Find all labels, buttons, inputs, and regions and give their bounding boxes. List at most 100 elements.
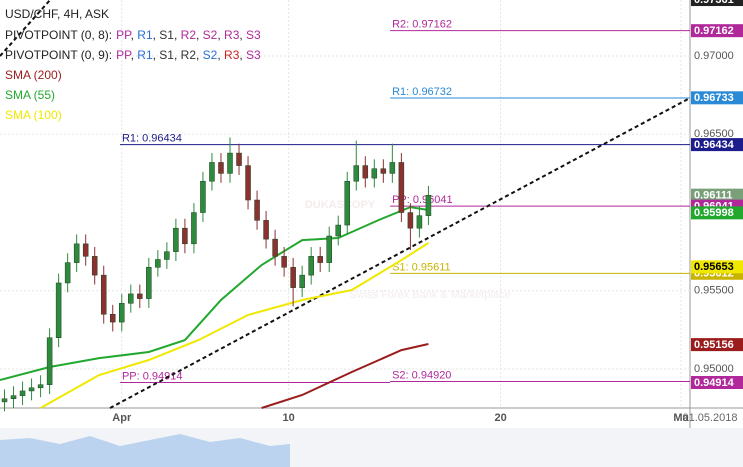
legend-sep: , (239, 28, 246, 42)
price-tag-label: 0.96111 (694, 190, 733, 202)
sma-line (261, 343, 429, 409)
candle-body (109, 314, 116, 323)
pivot-label: R1: 0.96434 (122, 133, 182, 145)
price-tag-label: 0.94914 (694, 377, 735, 389)
legend-sep: , (174, 48, 181, 62)
legend-sep: , (131, 28, 138, 42)
legend-item: S1 (159, 48, 174, 62)
candle-body (308, 256, 314, 276)
price-tag (691, 91, 743, 105)
price-tag-label: 0.95998 (694, 207, 734, 219)
candle-body (137, 293, 143, 299)
candle-body (317, 256, 323, 263)
legend-sep: , (153, 48, 160, 62)
legend-item: S2 (203, 28, 218, 42)
candle-body (344, 180, 351, 226)
candle-body (146, 267, 152, 299)
price-tag (691, 260, 743, 274)
price-tag (691, 375, 743, 389)
legend-item: S3 (246, 28, 261, 42)
candle-body (55, 282, 62, 338)
candle-body (371, 168, 378, 179)
pivot-label: PP: 0.94914 (122, 370, 183, 382)
legend-item: S1 (159, 28, 174, 42)
trendline (109, 97, 691, 409)
price-tag (691, 0, 743, 7)
sma-line (0, 206, 429, 381)
legend-sep: , (217, 48, 224, 62)
candle-body (326, 235, 332, 263)
price-tag (691, 138, 743, 152)
legend-sep: , (174, 28, 181, 42)
candle-body (263, 220, 269, 240)
legend-label: PIVOTPOINT (0, 9): (5, 48, 112, 62)
price-tag-label: 0.97361 (694, 0, 734, 6)
x-tick-label: 20 (494, 412, 506, 424)
candle-body (227, 152, 233, 174)
watermark: DUKASCOPY (305, 199, 376, 211)
pivot-label: R1: 0.96732 (392, 86, 452, 98)
candle-body (128, 293, 134, 304)
candle-body (173, 227, 179, 252)
legend-item: R1 (137, 48, 153, 62)
candle-body (353, 165, 360, 182)
legend-sep: , (239, 48, 246, 62)
candle-body (200, 180, 206, 213)
legend-sep: , (131, 48, 138, 62)
candle-body (380, 168, 387, 174)
watermark-sub: Swiss Forex Bank & Marketplace (349, 289, 510, 301)
candle-body (218, 162, 224, 174)
candle-body (236, 152, 242, 166)
candle-body (182, 227, 188, 245)
pivot-label: PP: 0.96041 (392, 194, 453, 206)
legend-entry: SMA (200) (5, 68, 62, 82)
candle-body (28, 387, 35, 392)
trendline (0, 0, 51, 57)
price-tag (691, 188, 743, 202)
y-tick-label: 0.97000 (694, 50, 734, 62)
sma-line (40, 242, 429, 409)
candle-body (299, 274, 305, 288)
candle-body (164, 251, 170, 260)
candle-body (19, 390, 26, 396)
legend-item: PP (116, 48, 132, 62)
legend-sep: , (217, 28, 224, 42)
legend-item: PP (116, 28, 132, 42)
legend-entry: SMA (55) (5, 88, 55, 102)
y-tick-label: 0.96500 (694, 128, 734, 140)
legend-label: PIVOTPOINT (0, 8): (5, 28, 112, 42)
candle-body (64, 262, 71, 284)
pivot-label: S1: 0.95611 (392, 261, 451, 273)
x-tick-label: Ma (673, 412, 689, 424)
candle-body (398, 162, 405, 213)
x-tick-label: 10 (283, 412, 295, 424)
candle-body (155, 259, 161, 268)
candle-body (389, 162, 396, 174)
legend-item: R3 (224, 48, 240, 62)
legend-item: R1 (137, 28, 153, 42)
legend-item: R3 (224, 28, 240, 42)
pivot-label: S2: 0.94920 (392, 369, 451, 381)
legend-sep: , (196, 28, 203, 42)
candle-body (191, 212, 197, 245)
candle-body (416, 215, 423, 229)
legend-sep: , (196, 48, 203, 62)
legend-entry: SMA (100) (5, 108, 62, 122)
legend-item: R2 (181, 48, 197, 62)
candle-body (119, 303, 125, 323)
candle-body (281, 256, 287, 268)
candle-body (407, 212, 414, 229)
candle-body (46, 337, 53, 385)
candle-body (335, 224, 341, 237)
price-tag (691, 24, 743, 38)
price-tag-label: 0.96733 (694, 92, 734, 104)
candle-body (272, 238, 278, 257)
candle-body (290, 267, 296, 288)
candle-body (254, 199, 260, 221)
candle-body (91, 256, 98, 276)
candle-body (37, 384, 44, 389)
legend-item: S2 (203, 48, 218, 62)
legend-item: R2 (181, 28, 197, 42)
candle-body (73, 243, 80, 263)
